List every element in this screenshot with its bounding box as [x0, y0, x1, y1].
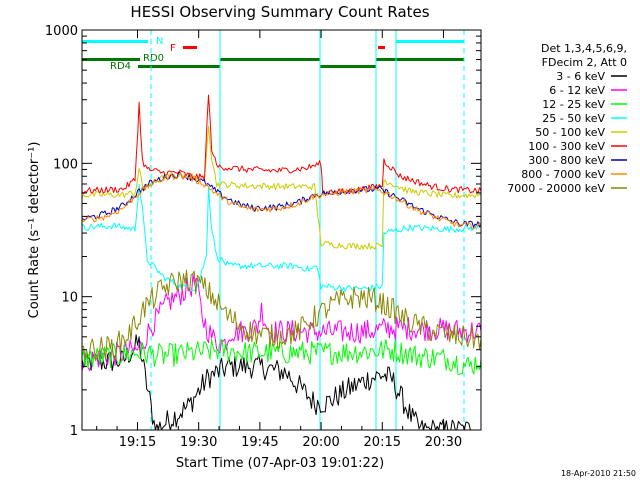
flag-label-f: F — [170, 43, 176, 54]
footer-timestamp: 18-Apr-2010 21:50 — [561, 469, 636, 478]
flag-bar-rd-3 — [376, 58, 464, 61]
x-tick-label-1: 19:30 — [180, 435, 217, 450]
x-tick-label-3: 20:00 — [302, 435, 339, 450]
legend-header-1: FDecim 2, Att 0 — [542, 56, 627, 69]
flag-bar-n-1 — [82, 40, 148, 43]
y-tick-label-0: 1 — [70, 424, 78, 439]
flag-label-rd0: RD0 — [143, 53, 164, 64]
legend-entry-label-2: 12 - 25 keV — [542, 98, 605, 111]
legend-entry-label-8: 7000 - 20000 keV — [507, 182, 605, 195]
flag-bar-rd-5 — [320, 65, 376, 68]
flag-bar-f-2 — [378, 46, 385, 49]
y-axis-ticks: 1 10 100 1000 — [45, 24, 481, 439]
flag-bar-rd-2 — [220, 58, 320, 61]
series-line-0 — [81, 334, 481, 431]
legend-entry-label-7: 800 - 7000 keV — [521, 168, 605, 181]
legend-header-0: Det 1,3,4,5,6,9, — [541, 42, 627, 55]
x-axis-label: Start Time (07-Apr-03 19:01:22) — [176, 456, 384, 471]
legend-entry-label-0: 3 - 6 keV — [556, 70, 605, 83]
y-axis-label: Count Rate (s⁻¹ detector⁻¹) — [27, 142, 42, 319]
plot-frame — [81, 29, 482, 431]
flag-bar-f-1 — [183, 46, 197, 49]
series-line-5 — [81, 94, 482, 196]
flag-bar-rd-1 — [82, 58, 140, 61]
chart-title: HESSI Observing Summary Count Rates — [130, 3, 429, 21]
legend-entry-label-5: 100 - 300 keV — [528, 140, 605, 153]
x-tick-label-2: 19:45 — [241, 435, 278, 450]
legend-entry-label-1: 6 - 12 keV — [549, 84, 605, 97]
flag-label-rd4: RD4 — [110, 61, 131, 72]
series-line-7 — [81, 172, 482, 230]
series-line-8 — [81, 269, 482, 361]
y-tick-label-2: 100 — [53, 157, 78, 172]
flag-bar-rd-4 — [138, 65, 220, 68]
series-line-2 — [81, 338, 482, 375]
legend-entry-label-3: 25 - 50 keV — [542, 112, 605, 125]
y-tick-label-1: 10 — [61, 291, 78, 306]
legend: Det 1,3,4,5,6,9,FDecim 2, Att 03 - 6 keV… — [507, 42, 627, 195]
flag-bars — [82, 40, 464, 68]
x-tick-label-4: 20:15 — [364, 435, 401, 450]
series-line-3 — [81, 183, 482, 292]
flag-bar-n-2 — [396, 40, 464, 43]
legend-entry-label-4: 50 - 100 keV — [535, 126, 605, 139]
x-axis-ticks: 19:15 19:30 19:45 20:00 20:15 20:30 — [96, 30, 465, 450]
series-line-6 — [81, 171, 482, 228]
x-tick-label-5: 20:30 — [425, 435, 462, 450]
y-tick-label-3: 1000 — [45, 24, 78, 39]
series-line-1 — [81, 273, 482, 372]
x-tick-label-0: 19:15 — [119, 435, 156, 450]
series-layer — [81, 94, 482, 431]
flag-label-n: N — [156, 36, 163, 47]
legend-entry-label-6: 300 - 800 keV — [528, 154, 605, 167]
